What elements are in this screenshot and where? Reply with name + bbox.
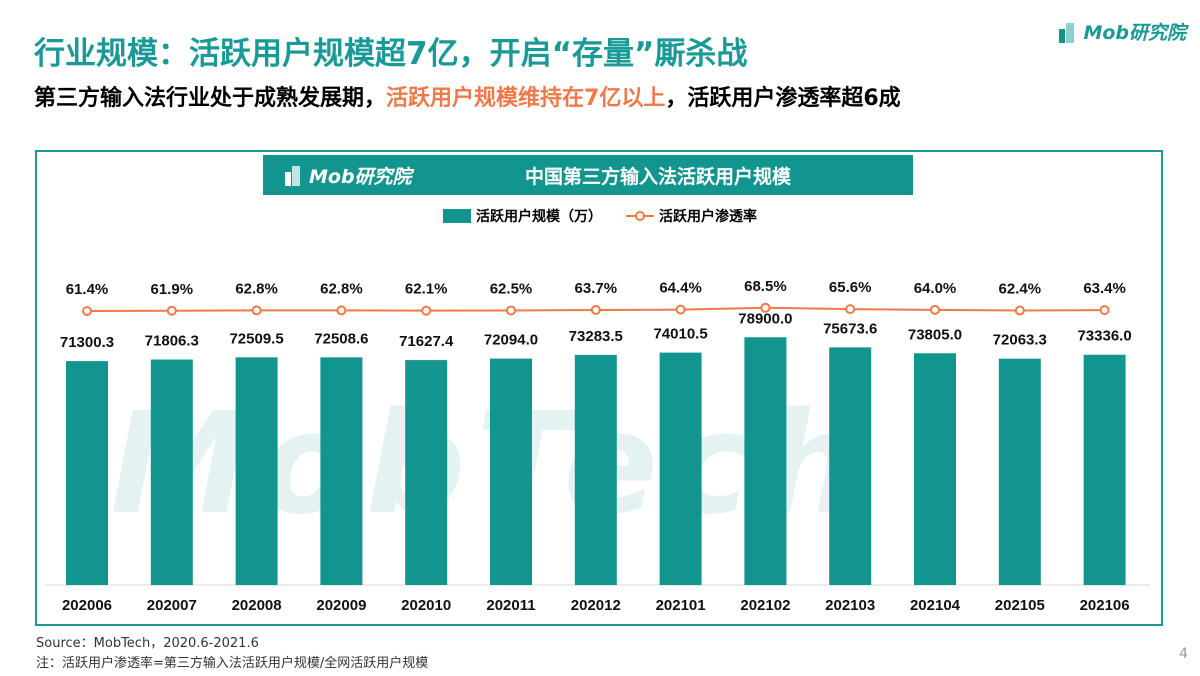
rate-value-label: 64.0% <box>914 280 957 297</box>
x-tick-label: 202010 <box>401 597 451 614</box>
rate-point <box>590 304 601 315</box>
subtitle-part1: 第三方输入法行业处于成熟发展期， <box>34 86 387 111</box>
subtitle-highlight: 活跃用户规模维持在7亿以上 <box>386 86 666 111</box>
bar-value-label: 72094.0 <box>484 332 538 349</box>
bar <box>659 352 702 585</box>
bar <box>829 347 872 585</box>
legend-line: 活跃用户渗透率 <box>626 206 757 226</box>
rate-value-label: 62.8% <box>235 280 278 297</box>
legend: 活跃用户规模（万） 活跃用户渗透率 <box>0 206 1200 226</box>
x-tick-label: 202102 <box>740 597 790 614</box>
logo-text: Mob研究院 <box>1083 22 1186 44</box>
rate-value-label: 63.4% <box>1083 280 1126 297</box>
bar <box>150 359 193 585</box>
bar <box>574 354 617 585</box>
rate-point <box>166 305 177 316</box>
bar <box>320 357 363 585</box>
page-number: 4 <box>1179 646 1188 662</box>
source-text: Source：MobTech，2020.6-2021.6 <box>36 636 259 651</box>
rate-point <box>845 304 856 315</box>
x-tick-label: 202101 <box>656 597 706 614</box>
rate-point <box>82 306 92 316</box>
rate-value-label: 65.6% <box>829 279 872 296</box>
bar-value-label: 73283.5 <box>569 328 623 345</box>
legend-bar: 活跃用户规模（万） <box>443 206 602 226</box>
bar-value-label: 72063.3 <box>993 332 1047 349</box>
bar <box>998 358 1041 585</box>
rate-value-label: 61.9% <box>151 281 194 298</box>
bar <box>66 361 108 585</box>
bar <box>914 353 956 585</box>
rate-value-label: 63.7% <box>575 280 618 297</box>
x-tick-label: 202008 <box>232 597 282 614</box>
rate-point <box>675 304 686 315</box>
chart-banner: Mob研究院 中国第三方输入法活跃用户规模 <box>263 155 913 195</box>
bar <box>490 358 532 585</box>
bar <box>235 357 278 585</box>
bar-value-label: 74010.5 <box>653 326 707 343</box>
bar-value-label: 75673.6 <box>823 320 877 337</box>
page-title: 行业规模：活跃用户规模超7亿，开启“存量”厮杀战 <box>34 36 748 72</box>
bar-value-label: 71627.4 <box>399 333 454 350</box>
page-subtitle: 第三方输入法行业处于成熟发展期，活跃用户规模维持在7亿以上，活跃用户渗透率超6成 <box>34 80 901 112</box>
chart-title: 中国第三方输入法活跃用户规模 <box>524 165 791 188</box>
bar-value-label: 73336.0 <box>1077 328 1131 345</box>
rate-value-label: 68.5% <box>744 278 787 295</box>
bar-value-label: 71300.3 <box>60 334 114 351</box>
x-tick-label: 202106 <box>1080 597 1130 614</box>
rate-point <box>1099 305 1110 316</box>
x-tick-label: 202012 <box>571 597 621 614</box>
rate-point <box>930 304 940 315</box>
x-tick-label: 202105 <box>995 597 1045 614</box>
legend-bar-swatch <box>443 209 471 223</box>
x-tick-label: 202006 <box>62 597 112 614</box>
bar-value-label: 71806.3 <box>145 333 199 350</box>
bar <box>744 337 787 585</box>
bar <box>1083 354 1126 585</box>
rate-point <box>336 305 347 316</box>
building-icon <box>1059 22 1075 43</box>
bar-value-label: 72509.5 <box>229 330 283 347</box>
bar <box>405 360 448 585</box>
rate-point <box>1014 305 1025 316</box>
bar-value-label: 78900.0 <box>738 310 792 327</box>
banner-logo: Mob研究院 <box>263 162 483 189</box>
rate-point <box>251 305 262 316</box>
rate-value-label: 62.1% <box>405 281 448 298</box>
rate-value-label: 61.4% <box>66 281 109 298</box>
x-tick-label: 202104 <box>910 597 961 614</box>
chart-frame <box>35 150 1163 626</box>
rate-value-label: 62.5% <box>490 281 533 298</box>
subtitle-part2: ，活跃用户渗透率超6成 <box>665 86 901 111</box>
x-tick-label: 202009 <box>316 597 366 614</box>
rate-value-label: 62.8% <box>320 280 363 297</box>
x-tick-label: 202007 <box>147 597 197 614</box>
rate-value-label: 64.4% <box>659 280 702 297</box>
legend-line-label: 活跃用户渗透率 <box>659 209 757 225</box>
bar-value-label: 72508.6 <box>314 330 368 347</box>
x-tick-label: 202103 <box>825 597 875 614</box>
rate-point <box>421 305 432 316</box>
rate-point <box>760 302 771 313</box>
note-text: 注：活跃用户渗透率=第三方输入法活跃用户规模/全网活跃用户规模 <box>36 656 429 671</box>
legend-bar-label: 活跃用户规模（万） <box>476 209 602 225</box>
rate-value-label: 62.4% <box>999 281 1042 298</box>
x-tick-label: 202011 <box>486 597 535 614</box>
bar-value-label: 73805.0 <box>908 326 962 343</box>
banner-logo-text: Mob研究院 <box>309 165 412 188</box>
rate-point <box>506 305 516 316</box>
brand-logo: Mob研究院 <box>1057 18 1186 45</box>
legend-line-swatch <box>626 211 654 221</box>
building-icon <box>285 166 300 186</box>
